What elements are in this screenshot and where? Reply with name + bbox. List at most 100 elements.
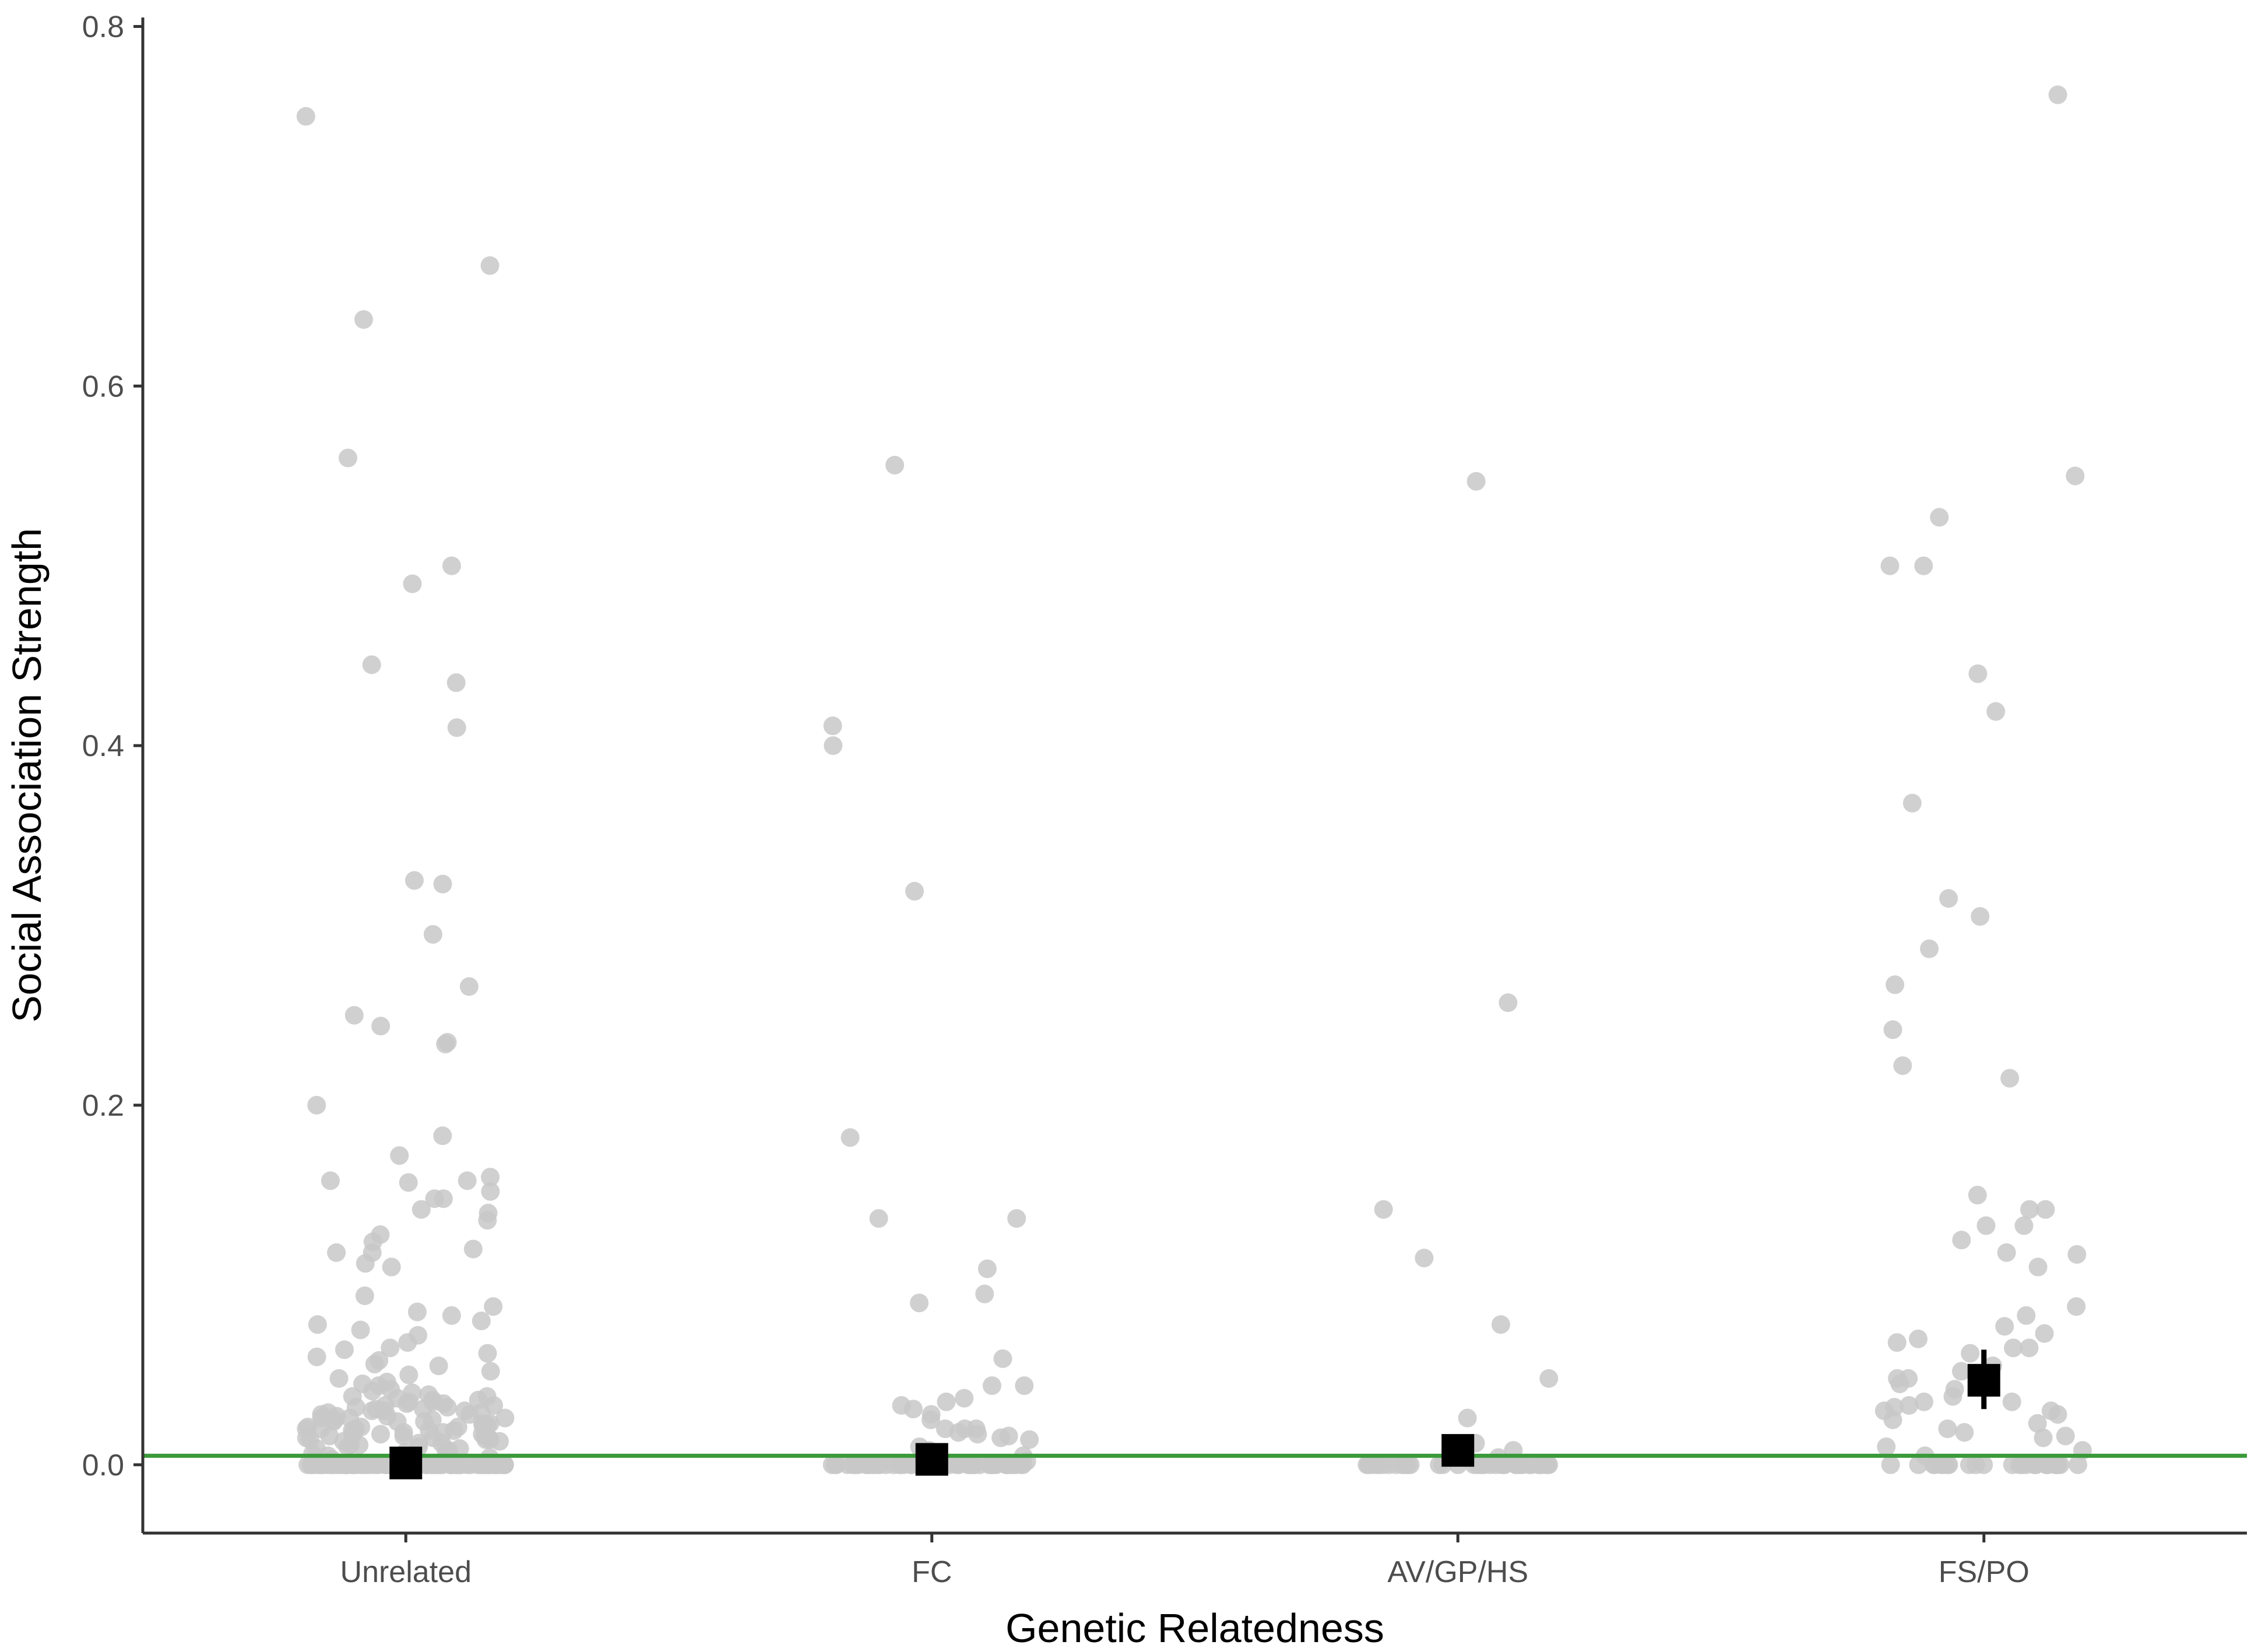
data-point bbox=[429, 1356, 448, 1376]
data-point bbox=[329, 1369, 349, 1388]
x-axis-ticks: Unrelated FC AV/GP/HS FS/PO bbox=[340, 1533, 2030, 1589]
data-point bbox=[311, 1455, 330, 1474]
data-point bbox=[2017, 1306, 2036, 1325]
data-point bbox=[371, 1017, 391, 1036]
data-point bbox=[1536, 1455, 1556, 1474]
data-point bbox=[2020, 1338, 2039, 1358]
data-point bbox=[446, 673, 466, 693]
data-point bbox=[399, 1173, 418, 1192]
x-tick-label: FC bbox=[912, 1555, 952, 1589]
data-point bbox=[407, 1302, 427, 1321]
data-point bbox=[1976, 1216, 1996, 1235]
data-point bbox=[459, 977, 479, 996]
data-point bbox=[1914, 556, 1933, 575]
data-point bbox=[1886, 975, 1905, 994]
data-point bbox=[1920, 939, 1939, 958]
data-point bbox=[1968, 664, 1988, 683]
data-point bbox=[948, 1455, 967, 1474]
data-point bbox=[338, 448, 357, 468]
data-point bbox=[321, 1171, 340, 1190]
data-point bbox=[2036, 1200, 2055, 1219]
data-point bbox=[2056, 1426, 2075, 1446]
data-point bbox=[1020, 1430, 1039, 1449]
data-point bbox=[1881, 1455, 1900, 1474]
data-point bbox=[984, 1455, 1004, 1474]
data-point bbox=[1986, 702, 2006, 721]
data-point bbox=[1971, 907, 1990, 926]
y-tick-label: 0.4 bbox=[82, 729, 124, 763]
data-point bbox=[480, 256, 500, 275]
data-point bbox=[481, 1182, 500, 1201]
mean-marker bbox=[915, 1443, 948, 1476]
data-point bbox=[949, 1423, 968, 1442]
data-point bbox=[991, 1428, 1011, 1447]
data-point bbox=[476, 1430, 495, 1449]
data-point bbox=[977, 1259, 997, 1278]
data-point bbox=[1887, 1333, 1907, 1352]
data-point bbox=[335, 1340, 354, 1359]
data-point bbox=[2028, 1257, 2048, 1277]
data-point bbox=[354, 310, 373, 329]
data-point bbox=[423, 925, 442, 944]
data-point bbox=[903, 1400, 923, 1419]
data-point bbox=[2020, 1200, 2039, 1219]
y-axis-title: Social Association Strength bbox=[4, 528, 50, 1022]
data-point bbox=[937, 1392, 956, 1411]
data-point bbox=[2047, 1455, 2066, 1474]
data-point bbox=[390, 1146, 409, 1165]
data-point bbox=[905, 881, 924, 901]
data-point bbox=[1007, 1209, 1026, 1228]
data-point bbox=[975, 1284, 994, 1303]
data-point bbox=[442, 1306, 461, 1325]
summary-markers bbox=[389, 1349, 2000, 1479]
data-point bbox=[397, 1394, 416, 1413]
data-point bbox=[2048, 85, 2067, 104]
data-point bbox=[1939, 889, 1958, 908]
data-point bbox=[2004, 1338, 2023, 1358]
data-point bbox=[382, 1257, 401, 1277]
data-point bbox=[484, 1297, 503, 1316]
data-point bbox=[351, 1455, 370, 1474]
data-point bbox=[442, 556, 461, 575]
data-point bbox=[921, 1410, 940, 1429]
y-tick-label: 0.2 bbox=[82, 1089, 124, 1123]
data-point bbox=[1458, 1408, 1477, 1428]
data-point bbox=[1499, 993, 1518, 1013]
data-point bbox=[447, 718, 466, 737]
data-point bbox=[351, 1320, 370, 1340]
data-point bbox=[1997, 1243, 2016, 1262]
data-point bbox=[1974, 1455, 1993, 1474]
data-point bbox=[1951, 1362, 1971, 1381]
data-point bbox=[327, 1243, 346, 1262]
data-point bbox=[2067, 1245, 2087, 1264]
data-point bbox=[399, 1365, 418, 1384]
data-point bbox=[425, 1455, 445, 1474]
data-point bbox=[1012, 1455, 1031, 1474]
data-point bbox=[1930, 508, 1949, 527]
data-point bbox=[968, 1425, 987, 1444]
data-point bbox=[307, 1347, 326, 1366]
data-point bbox=[1401, 1455, 1420, 1474]
data-point bbox=[433, 874, 452, 894]
data-point bbox=[472, 1312, 491, 1331]
data-point bbox=[481, 1168, 500, 1187]
data-point bbox=[2066, 466, 2085, 486]
data-point bbox=[2000, 1068, 2020, 1088]
data-point bbox=[1539, 1369, 1559, 1388]
data-point bbox=[1880, 556, 1900, 575]
data-point bbox=[490, 1432, 509, 1451]
data-point bbox=[362, 655, 381, 674]
data-point bbox=[1900, 1396, 1919, 1415]
data-point bbox=[296, 107, 315, 126]
data-point bbox=[394, 1426, 413, 1446]
data-point bbox=[840, 1128, 860, 1147]
data-point bbox=[330, 1455, 350, 1474]
data-point bbox=[2002, 1392, 2021, 1411]
mean-marker bbox=[389, 1446, 423, 1479]
data-point bbox=[1883, 1410, 1902, 1429]
data-point bbox=[307, 1095, 326, 1115]
data-point bbox=[1466, 472, 1486, 491]
data-point bbox=[458, 1171, 477, 1190]
data-point bbox=[344, 1006, 364, 1025]
